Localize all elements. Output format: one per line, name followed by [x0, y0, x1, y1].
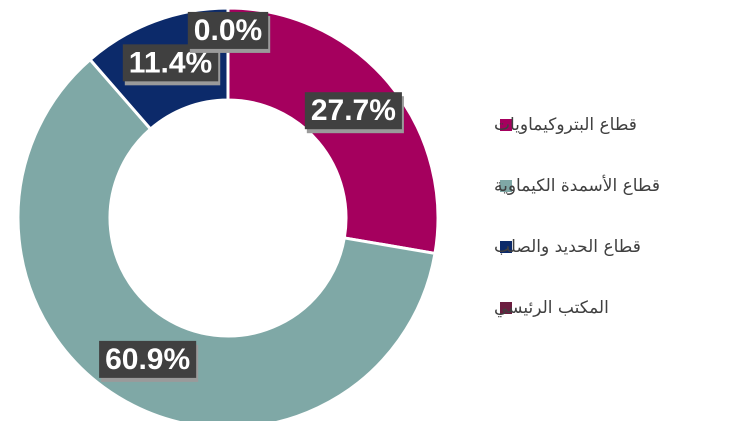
data-label: 0.0% [187, 11, 271, 53]
data-label-box [187, 11, 269, 49]
data-label-box [304, 92, 402, 130]
legend-label: قطاع الحديد والصلب [494, 237, 641, 257]
data-label-text: 0.0% [194, 14, 262, 47]
data-label: 60.9% [99, 340, 199, 382]
legend-label: قطاع الأسمدة الكيماوية [494, 175, 660, 196]
data-label-box [99, 340, 197, 378]
legend-swatch [500, 302, 512, 314]
legend-swatch [500, 119, 512, 131]
legend-swatch [500, 180, 512, 192]
legend-label: المكتب الرئيسي [494, 298, 609, 318]
legend-swatch [500, 241, 512, 253]
slice [16, 57, 437, 421]
data-label: 27.7% [304, 92, 404, 134]
data-label-text: 60.9% [105, 343, 190, 376]
data-label-text: 27.7% [311, 94, 396, 127]
legend-label: قطاع البتروكيماويات [494, 115, 637, 135]
